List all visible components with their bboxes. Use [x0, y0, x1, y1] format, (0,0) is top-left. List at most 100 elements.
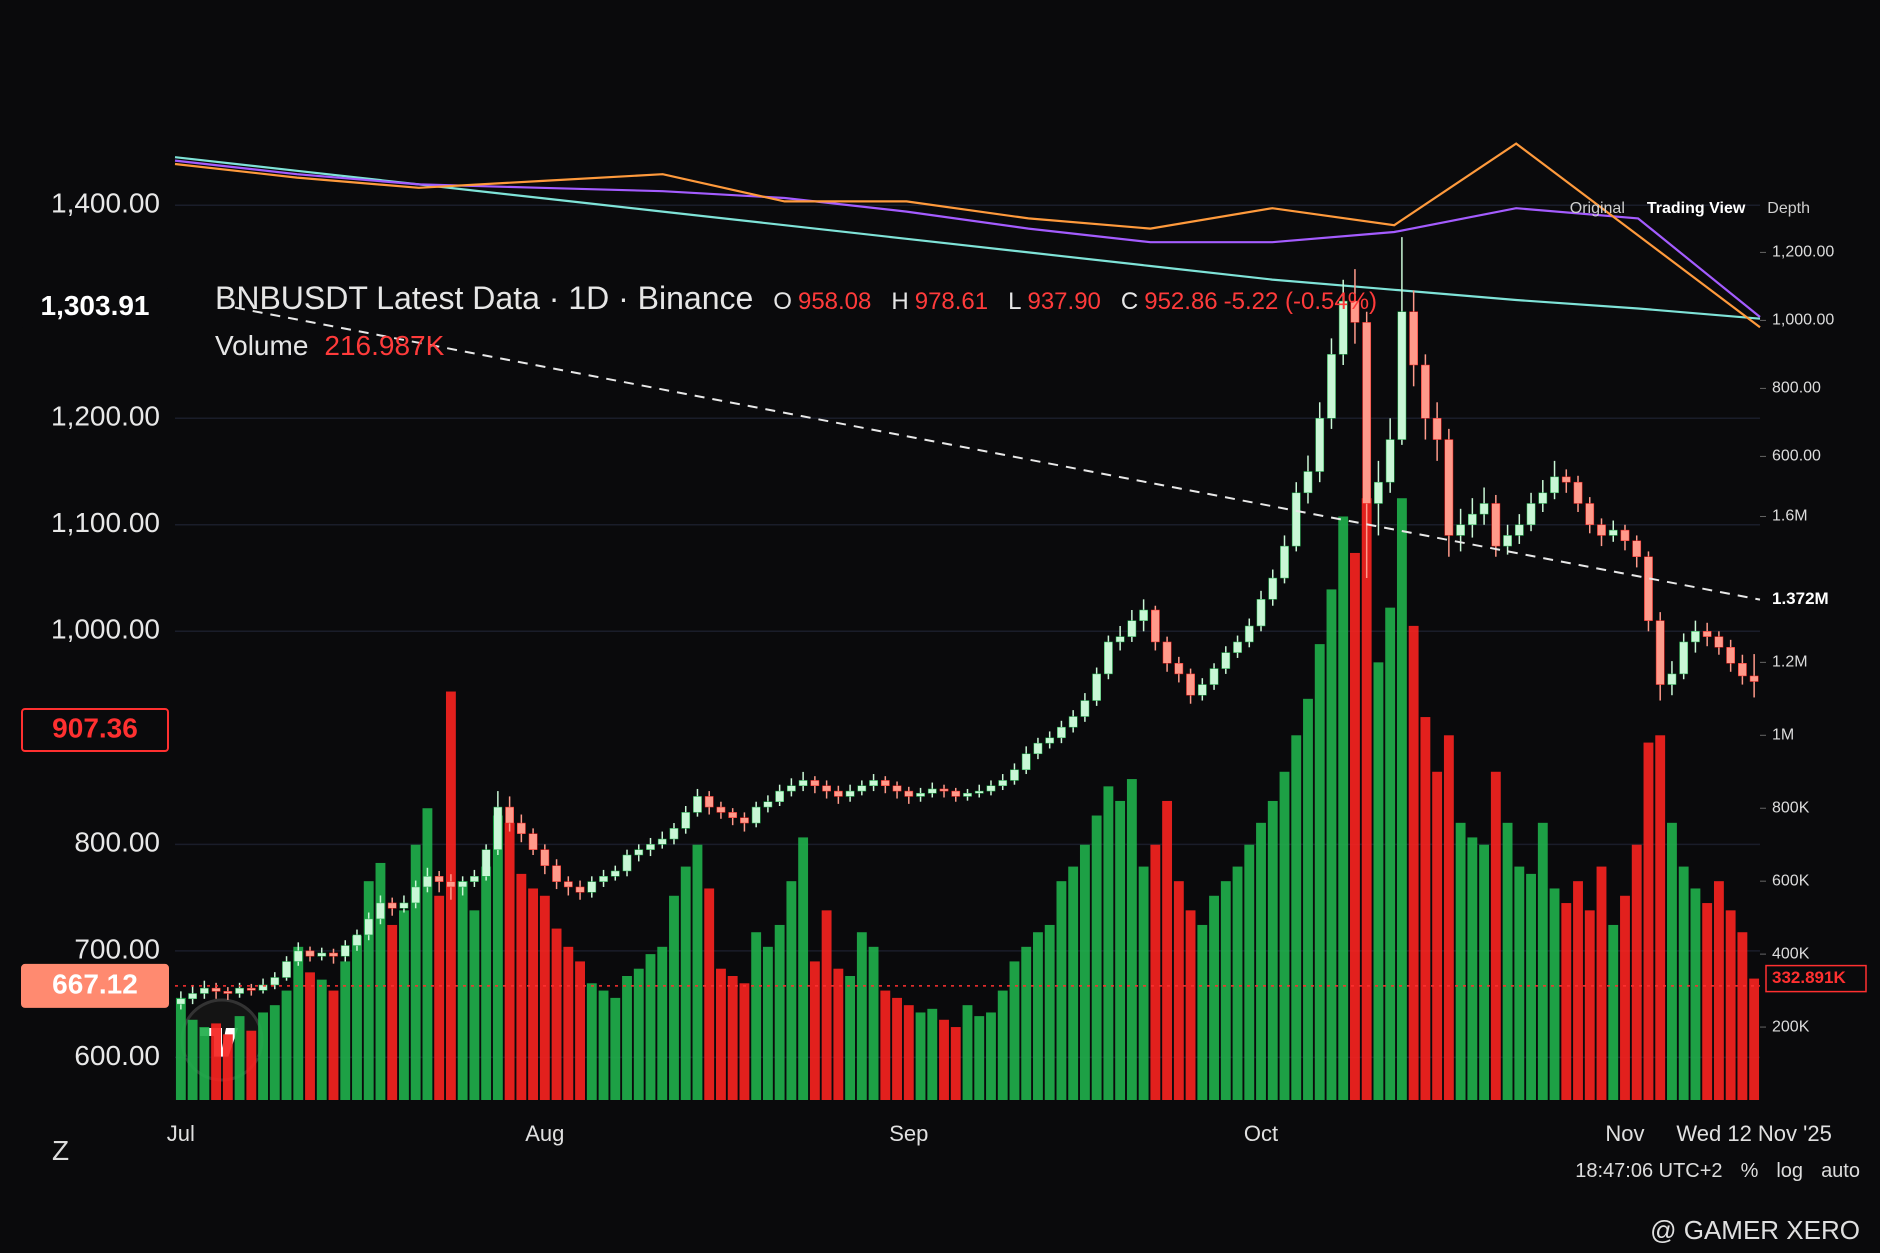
watermark: @ GAMER XERO — [1650, 1215, 1860, 1245]
candle-body — [364, 918, 374, 936]
volume-bar — [1514, 866, 1525, 1100]
candle-body — [634, 849, 644, 856]
legend: BNBUSDT Latest Data · 1D · Binance O 958.… — [215, 280, 1377, 317]
volume-bar — [821, 910, 832, 1100]
candle-body — [751, 806, 761, 824]
candle-body — [657, 838, 667, 845]
tab[interactable]: Original — [1569, 200, 1625, 217]
volume-bar — [1162, 800, 1173, 1100]
volume-bar — [1713, 881, 1724, 1100]
candle-body — [939, 788, 949, 792]
x-tick-label: Aug — [525, 1121, 564, 1146]
candle-body — [1550, 476, 1559, 494]
price-label: 667.12 — [52, 968, 138, 999]
volume-bar — [410, 844, 421, 1100]
candle-body — [223, 991, 233, 994]
volume-bar — [387, 924, 398, 1100]
volume-bar — [1479, 844, 1490, 1100]
tab[interactable]: Depth — [1767, 200, 1810, 217]
volume-bar — [551, 928, 562, 1100]
volume-bar — [727, 976, 738, 1100]
volume-bar — [586, 983, 597, 1100]
volume-bar — [1103, 786, 1114, 1100]
volume-bar — [1115, 800, 1126, 1100]
candle-body — [787, 785, 796, 792]
volume-bar — [774, 924, 785, 1100]
volume-bar — [622, 976, 632, 1100]
volume-bar — [1009, 961, 1020, 1100]
candle-body — [1362, 322, 1372, 504]
x-tick-label: Jul — [167, 1121, 195, 1146]
candle-body — [563, 881, 573, 888]
volume-bar — [1526, 873, 1536, 1100]
clock: 18:47:06 UTC+2 — [1575, 1160, 1723, 1182]
volume-bar — [575, 961, 585, 1100]
candle-body — [1115, 636, 1125, 643]
candle-body — [904, 790, 914, 797]
volume-bar — [669, 895, 679, 1100]
volume-bar — [880, 990, 891, 1100]
volume-tick-label: 400K — [1772, 945, 1810, 962]
scale-option[interactable]: log — [1776, 1160, 1804, 1182]
volume-bar — [269, 1005, 280, 1100]
volume-bar — [187, 1019, 198, 1100]
candle-body — [1655, 620, 1665, 685]
volume-bar — [1396, 498, 1407, 1100]
volume-bar — [352, 935, 362, 1100]
candle-body — [763, 801, 773, 808]
volume-bar — [997, 990, 1008, 1100]
candle-body — [211, 987, 221, 992]
candle-body — [1479, 503, 1489, 515]
volume-bar — [1291, 735, 1302, 1100]
candle-body — [1456, 524, 1465, 536]
candle-body — [1174, 663, 1184, 675]
x-tick-label: Wed 12 Nov '25 — [1676, 1121, 1831, 1146]
volume-bar — [1350, 552, 1360, 1100]
candle-body — [998, 780, 1008, 787]
volume-bar — [1056, 881, 1067, 1100]
candle-body — [1350, 300, 1360, 323]
candle-body — [599, 876, 608, 882]
volume-bar — [504, 822, 515, 1100]
volume-bar — [739, 983, 750, 1100]
candle-body — [974, 790, 984, 794]
candle-body — [540, 849, 550, 866]
candle-body — [1526, 503, 1536, 526]
candle-body — [423, 876, 432, 888]
scale-option[interactable]: % — [1740, 1160, 1759, 1182]
volume-bar — [856, 932, 867, 1100]
ma-tick-label: 1,200.00 — [1772, 244, 1834, 261]
timezone-key[interactable]: Z — [52, 1135, 70, 1166]
volume-bar — [1408, 625, 1419, 1100]
volume-bar — [809, 961, 820, 1100]
candle-body — [1608, 529, 1618, 536]
volume-tick-label: 800K — [1772, 799, 1810, 816]
candle-body — [1033, 742, 1043, 755]
candle-body — [1057, 726, 1066, 739]
y-tick-label: 600.00 — [74, 1040, 160, 1071]
scale-option[interactable]: auto — [1821, 1160, 1860, 1182]
volume-bar — [1209, 895, 1219, 1100]
candle-body — [1209, 668, 1219, 685]
tab[interactable]: Trading View — [1646, 200, 1746, 217]
candle-body — [1221, 652, 1231, 669]
ohlc-key: L — [1008, 288, 1022, 315]
candle-body — [1514, 524, 1524, 536]
volume-bar — [293, 946, 304, 1100]
y-tick-label: 1,200.00 — [51, 401, 160, 432]
candle-body — [1162, 641, 1172, 664]
view-tabs: Original Trading View Depth — [1570, 200, 1810, 218]
candle-body — [1280, 545, 1289, 579]
candle-body — [775, 790, 785, 802]
volume-bar — [1490, 771, 1501, 1100]
ohlc-key: O — [773, 288, 792, 315]
candle-body — [693, 796, 702, 813]
candle-body — [258, 984, 268, 991]
candle-body — [1620, 529, 1630, 542]
candle-body — [552, 865, 561, 882]
volume-bar — [422, 808, 433, 1100]
candle-body — [1092, 673, 1102, 701]
ohlc-value: 978.61 — [914, 288, 989, 315]
volume-bar — [1244, 844, 1255, 1100]
